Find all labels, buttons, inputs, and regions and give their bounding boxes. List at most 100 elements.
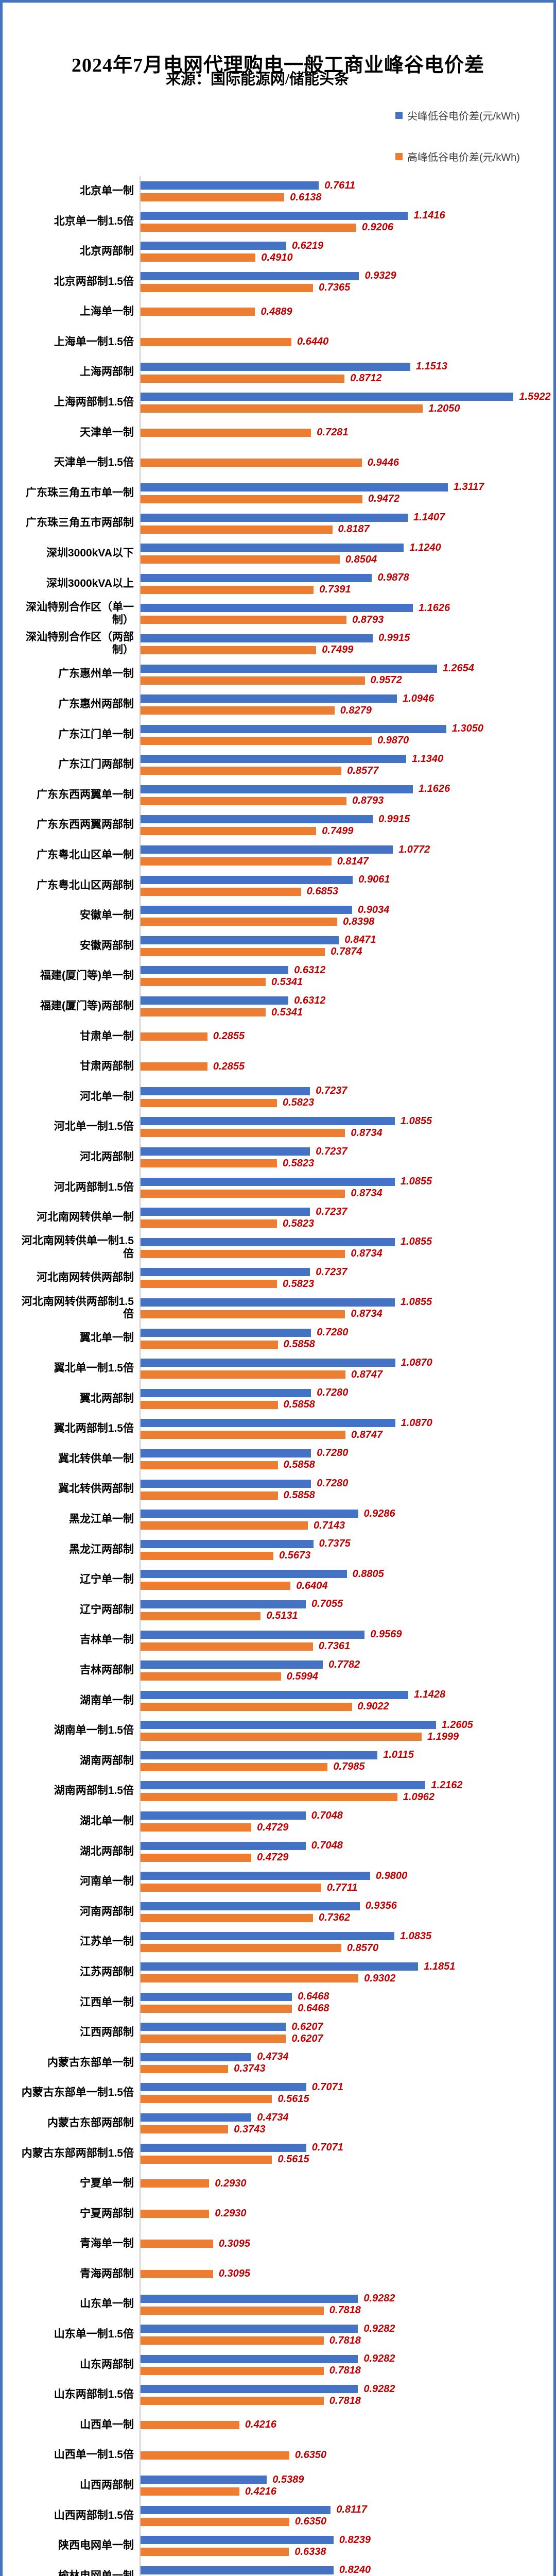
chart-row: 广东珠三角五市两部制 1.1407 0.8187 — [3, 509, 553, 539]
bar-jianfeng — [141, 1962, 419, 1971]
value-label-gaofeng: 0.6207 — [291, 2032, 323, 2044]
bar-line-jianfeng: 0.9282 — [141, 2293, 395, 2304]
value-label-gaofeng: 0.8279 — [340, 704, 372, 716]
chart-row: 上海单一制 0.4889 — [3, 297, 553, 327]
bar-line-gaofeng: 0.8398 — [141, 916, 374, 927]
category-label: 湖南单一制 — [80, 1694, 134, 1706]
chart-row: 天津单一制1.5倍 0.9446 — [3, 448, 553, 478]
bar-line-gaofeng: 0.5341 — [141, 976, 303, 988]
bar-jianfeng — [141, 875, 353, 884]
chart-rows: 北京单一制 0.7611 0.6138 北京单一制1.5倍 1.1416 0.9206 北京… — [3, 176, 553, 2576]
bar-gaofeng — [141, 2240, 213, 2248]
value-label-gaofeng: 0.4889 — [260, 306, 292, 317]
category-label: 湖南两部制 — [80, 1754, 134, 1767]
value-label-jianfeng: 0.8239 — [339, 2534, 371, 2546]
chart-row: 河北两部制 0.7237 0.5823 — [3, 1142, 553, 1173]
bar-line-gaofeng: 0.7391 — [141, 584, 351, 595]
value-label-jianfeng: 1.0835 — [399, 1930, 432, 1942]
category-label: 辽宁两部制 — [80, 1603, 134, 1616]
bar-line-jianfeng: 1.0946 — [141, 693, 434, 704]
bar-gaofeng — [141, 646, 317, 654]
category-label: 河北南网转供两部制1.5倍 — [21, 1295, 134, 1320]
bar-line-jianfeng: 1.5922 — [141, 391, 551, 402]
value-label-gaofeng: 0.4216 — [245, 2419, 276, 2431]
bar-line-jianfeng: 1.0835 — [141, 1930, 432, 1942]
category-label: 黑龙江单一制 — [69, 1513, 134, 1526]
value-label-gaofeng: 0.4216 — [245, 2485, 276, 2497]
value-label-jianfeng: 1.0855 — [400, 1176, 432, 1188]
bar-gaofeng — [141, 2487, 239, 2496]
bar-gaofeng — [141, 1340, 278, 1349]
category-label: 广东江门单一制 — [58, 728, 134, 740]
bar-line-gaofeng: 0.3095 — [141, 2268, 250, 2279]
bar-line-jianfeng: 0.9286 — [141, 1508, 395, 1519]
bar-gaofeng — [141, 947, 325, 956]
bar-line-jianfeng: 1.1416 — [141, 210, 445, 221]
category-label: 翼北单一制1.5倍 — [54, 1362, 134, 1375]
chart-row: 宁夏两部制 0.2930 — [3, 2199, 553, 2229]
value-label-jianfeng: 0.6219 — [291, 240, 324, 251]
chart-row: 上海两部制1.5倍 1.5922 1.2050 — [3, 387, 553, 418]
bar-line-gaofeng: 0.2855 — [141, 1030, 245, 1042]
bar-jianfeng — [141, 2053, 252, 2061]
category-label: 冀北转供单一制 — [58, 1452, 134, 1465]
chart-row: 冀北转供两部制 0.7280 0.5858 — [3, 1475, 553, 1505]
bar-line-gaofeng: 0.7361 — [141, 1640, 350, 1652]
category-label: 内蒙古东部两部制 — [47, 2116, 134, 2129]
chart-row: 河北单一制1.5倍 1.0855 0.8734 — [3, 1112, 553, 1142]
bar-line-gaofeng: 0.7818 — [141, 2335, 361, 2346]
category-label: 河北两部制1.5倍 — [54, 1181, 134, 1193]
bar-line-gaofeng: 0.9302 — [141, 1973, 395, 1984]
value-label-jianfeng: 0.7237 — [316, 1206, 348, 1217]
value-label-jianfeng: 0.7237 — [316, 1266, 348, 1278]
bar-line-jianfeng: 0.7280 — [141, 1387, 348, 1398]
bar-gaofeng — [141, 796, 347, 805]
bar-gaofeng — [141, 857, 332, 866]
category-label: 江西单一制 — [80, 1996, 134, 2008]
bar-line-jianfeng: 0.7782 — [141, 1659, 360, 1670]
value-label-gaofeng: 0.7365 — [319, 282, 351, 294]
bar-gaofeng — [141, 1159, 277, 1167]
bar-gaofeng — [141, 495, 362, 503]
chart-row: 辽宁两部制 0.7055 0.5131 — [3, 1595, 553, 1625]
value-label-jianfeng: 1.0115 — [383, 1749, 414, 1761]
bar-line-gaofeng: 0.9206 — [141, 222, 393, 233]
value-label-gaofeng: 0.3743 — [234, 2063, 266, 2075]
bar-gaofeng — [141, 1582, 291, 1590]
bar-jianfeng — [141, 1268, 310, 1277]
bar-line-jianfeng: 0.8239 — [141, 2534, 371, 2546]
bar-jianfeng — [141, 845, 393, 854]
bar-line-jianfeng: 0.9915 — [141, 814, 410, 825]
bar-gaofeng — [141, 1032, 207, 1041]
value-label-gaofeng: 0.7874 — [331, 946, 362, 958]
bar-gaofeng — [141, 1280, 277, 1289]
bar-line-gaofeng: 0.4889 — [141, 306, 292, 317]
category-label: 陕西电网单一制 — [58, 2539, 134, 2552]
bar-line-jianfeng: 1.0870 — [141, 1417, 432, 1429]
bar-jianfeng — [141, 755, 406, 764]
value-label-gaofeng: 0.6468 — [298, 2003, 329, 2014]
category-label: 深圳3000kVA以下 — [46, 547, 134, 560]
chart-row: 北京两部制1.5倍 0.9329 0.7365 — [3, 267, 553, 297]
bar-gaofeng — [141, 676, 365, 685]
bar-jianfeng — [141, 211, 408, 220]
bar-line-gaofeng: 0.7281 — [141, 427, 348, 438]
category-label: 山西两部制 — [80, 2479, 134, 2492]
bar-gaofeng — [141, 585, 314, 594]
chart-row: 深圳3000kVA以下 1.1240 0.8504 — [3, 538, 553, 569]
chart-row: 湖南单一制1.5倍 1.2605 1.1999 — [3, 1716, 553, 1746]
bar-gaofeng — [141, 1823, 252, 1832]
bar-jianfeng — [141, 272, 359, 280]
y-axis-line — [140, 176, 141, 2576]
value-label-gaofeng: 0.4729 — [257, 1821, 289, 1833]
bar-jianfeng — [141, 2505, 331, 2514]
bar-line-jianfeng: 1.2605 — [141, 1719, 473, 1731]
chart-row: 山西两部制1.5倍 0.8117 0.6350 — [3, 2501, 553, 2531]
category-label: 广东江门两部制 — [58, 758, 134, 771]
value-label-jianfeng: 0.9282 — [363, 2323, 395, 2334]
bar-line-jianfeng: 0.4734 — [141, 2051, 289, 2062]
bar-gaofeng — [141, 308, 255, 316]
value-label-gaofeng: 0.6138 — [290, 191, 322, 203]
bar-jianfeng — [141, 996, 289, 1005]
